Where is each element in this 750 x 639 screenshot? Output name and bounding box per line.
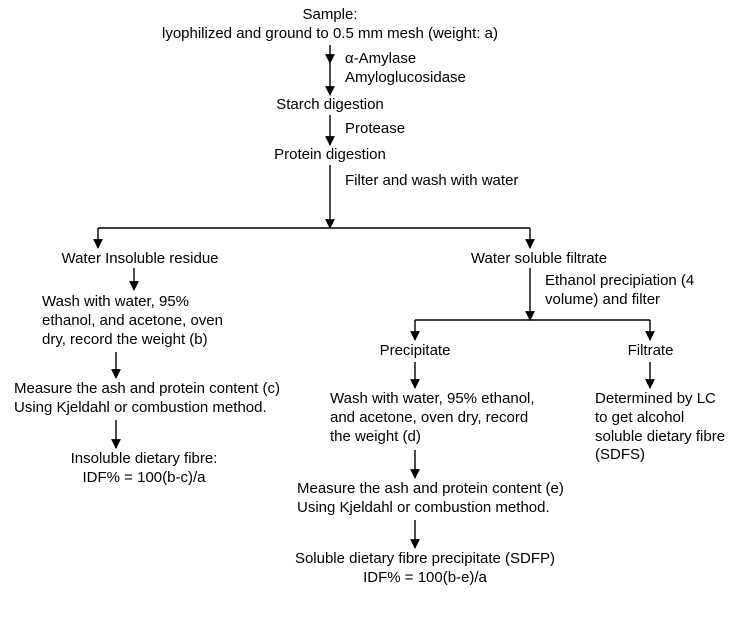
node-water-insoluble-residue: Water Insoluble residue <box>40 250 240 269</box>
node-filtrate: Filtrate <box>608 342 693 361</box>
node-precipitate: Precipitate <box>360 342 470 361</box>
label-ethanol-precip: Ethanol precipiation (4 volume) and filt… <box>545 272 715 310</box>
node-water-soluble-filtrate: Water soluble filtrate <box>444 250 634 269</box>
node-measure-e: Measure the ash and protein content (e) … <box>297 480 572 518</box>
label-protease: Protease <box>345 120 405 139</box>
node-idf-title: Insoluble dietary fibre: <box>14 450 274 469</box>
node-wash-d: Wash with water, 95% ethanol, and aceton… <box>330 390 535 446</box>
node-wash-b: Wash with water, 95% ethanol, and aceton… <box>42 293 242 349</box>
flowchart-canvas: Sample: lyophilized and ground to 0.5 mm… <box>0 0 750 639</box>
node-sdfp-title: Soluble dietary fibre precipitate (SDFP) <box>270 550 580 569</box>
node-sample-line1: Sample: <box>0 6 660 25</box>
node-protein-digestion: Protein digestion <box>0 146 660 165</box>
node-sdfs: Determined by LC to get alcohol soluble … <box>595 390 730 465</box>
node-sdfp-eq: IDF% = 100(b-e)/a <box>270 569 580 588</box>
node-starch-digestion: Starch digestion <box>0 96 660 115</box>
label-filter-wash: Filter and wash with water <box>345 172 518 191</box>
label-amyloglucosidase: Amyloglucosidase <box>345 69 466 88</box>
node-measure-c: Measure the ash and protein content (c) … <box>14 380 284 418</box>
node-sample-line2: lyophilized and ground to 0.5 mm mesh (w… <box>0 25 660 44</box>
node-idf-eq: IDF% = 100(b-c)/a <box>14 469 274 488</box>
label-alpha-amylase: α-Amylase <box>345 50 416 69</box>
